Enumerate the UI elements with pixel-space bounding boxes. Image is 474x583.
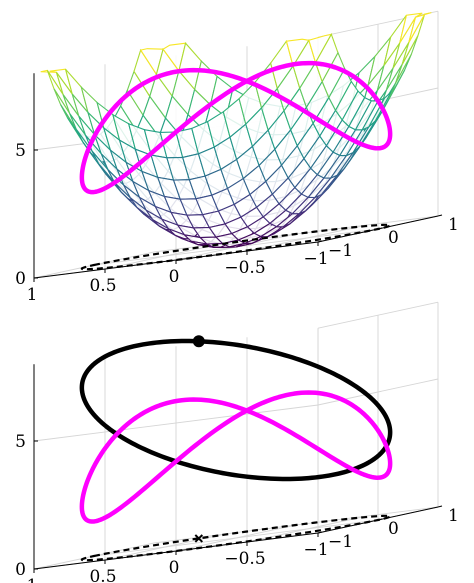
y-tick-label: 0 xyxy=(388,519,399,539)
grid-line xyxy=(33,404,319,442)
x-tick-label: 1 xyxy=(27,576,38,583)
x-tick-label: −0.5 xyxy=(224,258,265,278)
x-tick-label: 0 xyxy=(169,267,180,287)
axes xyxy=(33,364,443,573)
marker-x xyxy=(194,534,204,543)
y-tick xyxy=(377,227,383,230)
curve-series-0 xyxy=(79,338,393,482)
mesh-cell xyxy=(399,12,423,44)
surface-mesh xyxy=(40,12,432,248)
y-tick xyxy=(317,531,323,534)
y-tick-label: −1 xyxy=(328,241,353,261)
y-tick-label: −1 xyxy=(328,532,353,552)
curve-series-0 xyxy=(79,60,393,195)
z-tick-label: 5 xyxy=(15,141,26,161)
grid-line xyxy=(317,301,439,329)
x-tick-label: −0.5 xyxy=(224,549,265,569)
y-tick xyxy=(317,240,323,243)
y-tick xyxy=(377,518,383,521)
z-tick-label: 0 xyxy=(15,269,26,289)
grid xyxy=(33,301,439,570)
y-tick xyxy=(437,214,443,217)
marker-circle xyxy=(192,335,205,348)
grid-line xyxy=(93,519,379,557)
y-tick-label: 0 xyxy=(388,228,399,248)
x-tick-label: 0.5 xyxy=(89,567,116,583)
x-tick-label: 0 xyxy=(169,558,180,578)
grid-line xyxy=(317,378,439,406)
x-tick-label: −1 xyxy=(303,249,328,269)
x-tick-label: 0.5 xyxy=(89,276,116,296)
curves xyxy=(79,335,393,562)
x-tick-label: −1 xyxy=(303,540,328,560)
curve-series-1 xyxy=(79,390,393,524)
z-tick-label: 0 xyxy=(15,560,26,580)
y-tick-label: 1 xyxy=(448,215,459,235)
x-tick-label: 1 xyxy=(27,285,38,305)
z-tick-label: 5 xyxy=(15,432,26,452)
y-tick xyxy=(437,505,443,508)
y-tick-label: 1 xyxy=(448,506,459,526)
mesh-cell xyxy=(408,12,432,43)
axes xyxy=(33,73,443,282)
